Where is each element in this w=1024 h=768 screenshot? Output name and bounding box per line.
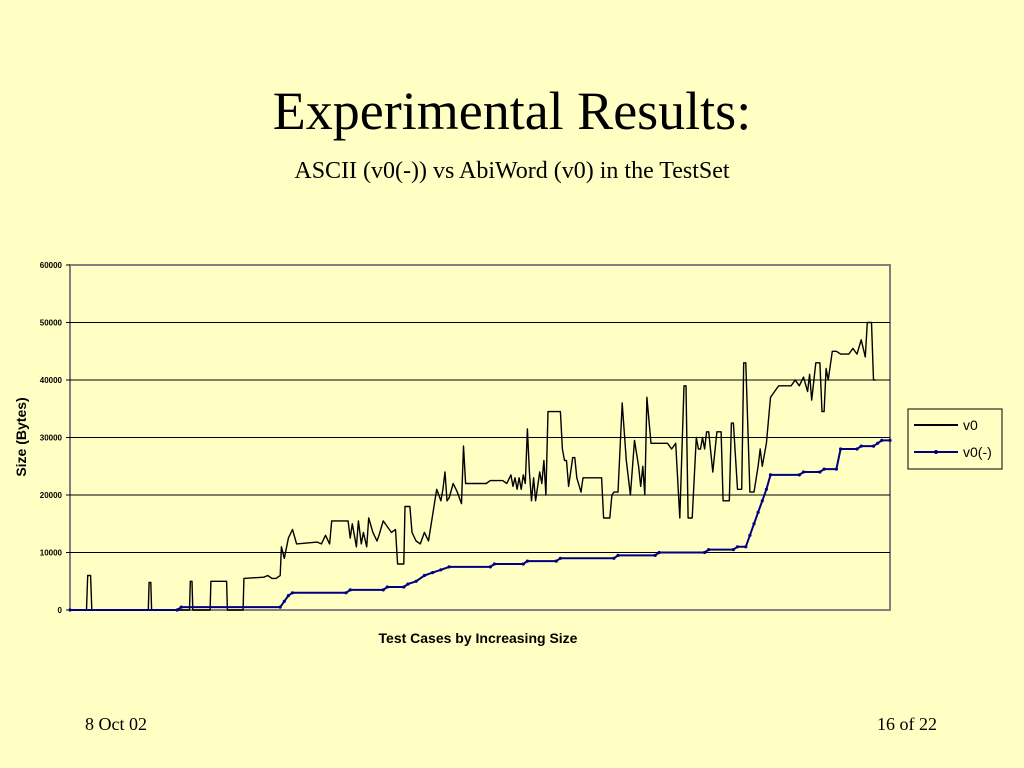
data-point [731, 548, 736, 552]
data-point [286, 594, 290, 598]
legend-v0-label: v0 [963, 417, 978, 433]
data-point [402, 585, 406, 589]
data-point [822, 467, 826, 471]
legend-box [907, 408, 1003, 470]
legend: v0 v0(-) [907, 408, 1003, 470]
data-point [801, 470, 806, 474]
slide-title: Experimental Results: [272, 81, 752, 141]
data-point [406, 582, 410, 586]
y-axis-label: Size (Bytes) [13, 397, 29, 476]
data-point [385, 585, 389, 589]
y-tick-label: 0 [58, 606, 63, 615]
data-point [657, 550, 661, 555]
data-point [179, 605, 183, 609]
y-tick-label: 40000 [40, 376, 63, 385]
data-point [764, 487, 769, 491]
data-point [492, 562, 496, 566]
data-point [344, 591, 348, 595]
data-point [855, 447, 859, 451]
data-point [521, 562, 525, 566]
footer-date: 8 Oct 02 [85, 714, 147, 734]
data-point [756, 510, 760, 514]
y-tick-label: 20000 [40, 491, 63, 500]
footer-page-number: 16 of 22 [877, 714, 937, 734]
data-point [876, 441, 880, 445]
data-point [422, 573, 426, 578]
x-axis-label: Test Cases by Increasing Size [379, 630, 578, 646]
data-point [839, 447, 843, 451]
data-point [752, 522, 756, 526]
data-point [348, 588, 352, 592]
data-point [768, 473, 773, 477]
data-point [859, 444, 863, 448]
data-point [748, 533, 752, 537]
data-point [703, 550, 707, 555]
data-point [744, 545, 748, 549]
data-point [834, 467, 839, 471]
data-point [797, 473, 801, 477]
data-point [447, 565, 451, 569]
data-point [871, 444, 876, 448]
data-point [431, 571, 435, 575]
data-point [282, 599, 286, 604]
data-point [414, 579, 418, 583]
data-point [175, 608, 179, 612]
data-point [653, 553, 657, 558]
data-point [707, 548, 711, 552]
data-point [558, 556, 563, 560]
data-point [888, 438, 892, 442]
data-point [68, 608, 72, 612]
data-point [818, 470, 822, 474]
y-tick-label: 30000 [40, 434, 63, 443]
data-point [616, 553, 620, 558]
data-point [488, 565, 492, 569]
y-axis-ticks: 0 10000 20000 30000 40000 50000 60000 [40, 261, 70, 615]
series-v0 [70, 321, 876, 611]
series-v0-minus [68, 438, 892, 612]
data-point [880, 438, 884, 442]
legend-v0-minus-label: v0(-) [963, 444, 992, 460]
y-tick-label: 50000 [40, 319, 63, 328]
series-line [70, 321, 876, 611]
data-point [290, 591, 295, 595]
data-point [760, 499, 764, 503]
data-point [554, 559, 558, 563]
gridlines [70, 322, 890, 553]
data-point [525, 559, 530, 563]
data-point [612, 556, 616, 560]
legend-v0-minus-marker [934, 450, 938, 454]
data-point [439, 568, 443, 572]
y-tick-label: 60000 [40, 261, 63, 270]
data-point [381, 588, 385, 592]
slide-subtitle: ASCII (v0(-)) vs AbiWord (v0) in the Tes… [294, 158, 730, 184]
y-tick-label: 10000 [40, 549, 63, 558]
series-layer [68, 321, 892, 612]
data-point [278, 605, 282, 609]
data-point [735, 545, 740, 549]
